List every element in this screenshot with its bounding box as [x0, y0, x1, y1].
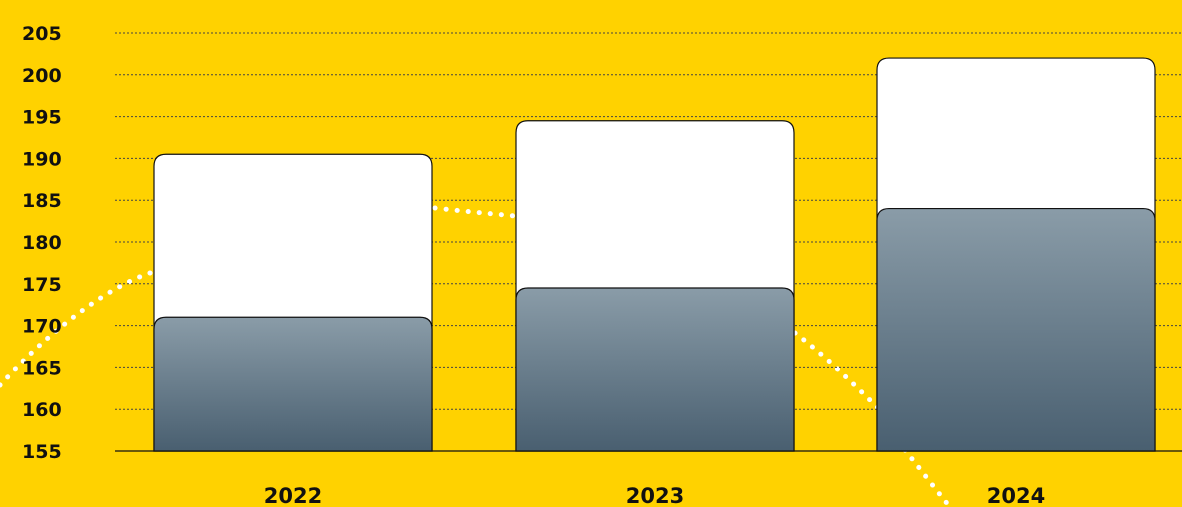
y-tick-label: 205 — [22, 23, 62, 45]
y-tick-label: 170 — [22, 316, 62, 338]
y-tick-label: 185 — [22, 190, 62, 212]
y-tick-label: 200 — [22, 65, 62, 87]
y-tick-label: 195 — [22, 107, 62, 129]
y-tick-label: 160 — [22, 399, 62, 421]
decorative-dotted-curve — [0, 205, 953, 507]
x-tick-label: 2023 — [626, 484, 684, 507]
y-tick-label: 180 — [22, 232, 62, 254]
x-tick-label: 2022 — [264, 484, 322, 507]
y-tick-label: 165 — [22, 357, 62, 379]
bar-part-2022 — [153, 316, 433, 452]
y-axis: 155 160 165 170 175 180 185 190 195 200 205 — [22, 23, 62, 463]
y-tick-label: 190 — [22, 148, 62, 170]
y-tick-label: 175 — [22, 274, 62, 296]
bar-part-2023 — [515, 287, 795, 452]
y-tick-label: 155 — [22, 441, 62, 463]
x-tick-label: 2024 — [987, 484, 1045, 507]
x-axis: 2022 2023 2024 — [264, 484, 1045, 507]
bar-part-2024 — [876, 207, 1156, 452]
bars — [153, 57, 1156, 452]
